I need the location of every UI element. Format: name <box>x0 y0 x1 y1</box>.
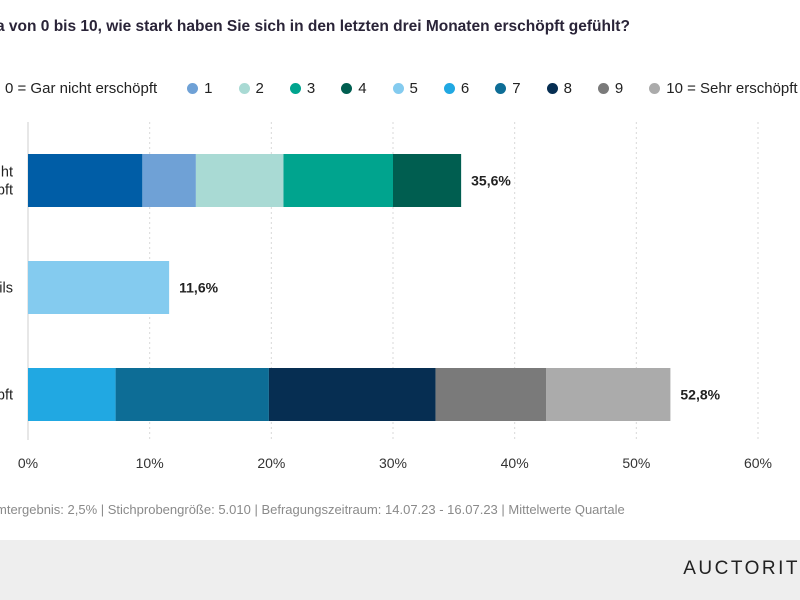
category-label: öpft <box>0 183 13 199</box>
bar-segment-3 <box>283 154 393 207</box>
bar-total-label: 52,8% <box>680 387 720 403</box>
legend-label: 0 = Gar nicht erschöpft <box>5 79 158 97</box>
legend-swatch <box>597 82 609 94</box>
category-label: ils <box>0 281 13 297</box>
bar-segment-4 <box>393 154 462 207</box>
bar-segment-1 <box>142 154 196 207</box>
legend-swatch <box>649 82 661 94</box>
legend-label: 5 <box>409 79 418 97</box>
legend-swatch <box>187 82 199 94</box>
chart-legend: 0 = Gar nicht erschöpft 1 2 3 4 5 6 7 8 9 10 = Seh… <box>0 78 800 98</box>
legend-swatch <box>392 82 404 94</box>
chart-footnote: mtergebnis: 2,5% | Stichprobengröße: 5.0… <box>0 502 625 517</box>
legend-item-3: 3 <box>289 79 316 97</box>
chart-labels: 0% 10% 20% 30% 40% 50% 60% 35,6% ht öpft 11,6% ils 5… <box>0 165 772 472</box>
legend-label: 6 <box>460 79 470 97</box>
bar-segment-2 <box>195 154 284 207</box>
legend-label: 3 <box>306 79 316 97</box>
bar-segment-5 <box>28 261 170 314</box>
legend-label: 9 <box>614 79 624 97</box>
brand-logo: AUCTORIT <box>683 558 800 579</box>
bar-total-label: 11,6% <box>179 280 218 296</box>
x-tick-label: 0% <box>18 455 38 471</box>
legend-label: 7 <box>512 79 521 97</box>
bar-segment-8 <box>268 368 436 421</box>
x-tick-label: 20% <box>257 455 285 471</box>
legend-item-6: 6 <box>443 79 470 97</box>
legend-label: 8 <box>563 79 572 97</box>
legend-item-4: 4 <box>341 79 367 97</box>
legend-swatch <box>443 82 455 94</box>
x-tick-label: 50% <box>622 455 650 471</box>
bar-total-label: 35,6% <box>471 173 511 189</box>
bar-segment-9 <box>435 368 547 421</box>
legend-item-2: 2 <box>238 79 264 97</box>
x-tick-label: 40% <box>501 455 529 471</box>
category-label: öpft <box>0 388 13 404</box>
stacked-bar-chart: 0% 10% 20% 30% 40% 50% 60% 35,6% ht öpft 11,6% ils 5… <box>0 122 772 472</box>
legend-label: 4 <box>358 79 367 97</box>
bar-segment-7 <box>115 368 269 421</box>
legend-swatch <box>495 82 507 94</box>
legend-swatch <box>341 82 353 94</box>
legend-item-0: 0 = Gar nicht erschöpft <box>0 80 157 97</box>
chart-question-title: a von 0 bis 10, wie stark haben Sie sich… <box>0 18 630 35</box>
category-label: ht <box>1 165 13 181</box>
footer-band <box>0 540 800 600</box>
legend-item-10: 10 = Sehr erschöpft <box>649 79 798 97</box>
x-tick-label: 60% <box>744 455 772 471</box>
legend-swatch <box>238 82 250 94</box>
legend-item-8: 8 <box>546 79 572 97</box>
bar-segment-0 <box>28 154 143 207</box>
legend-label: 1 <box>204 79 213 97</box>
legend-label: 10 = Sehr erschöpft <box>666 79 798 97</box>
legend-item-9: 9 <box>597 79 624 97</box>
legend-item-7: 7 <box>495 79 521 97</box>
legend-item-1: 1 <box>187 79 213 97</box>
x-tick-label: 10% <box>136 455 164 471</box>
x-tick-label: 30% <box>379 455 407 471</box>
bar-segment-10 <box>546 368 671 421</box>
legend-label: 2 <box>255 79 264 97</box>
legend-swatch <box>546 82 558 94</box>
legend-item-5: 5 <box>392 79 418 97</box>
bar-segment-6 <box>28 368 116 421</box>
legend-swatch <box>289 82 301 94</box>
chart-bars <box>28 154 671 421</box>
